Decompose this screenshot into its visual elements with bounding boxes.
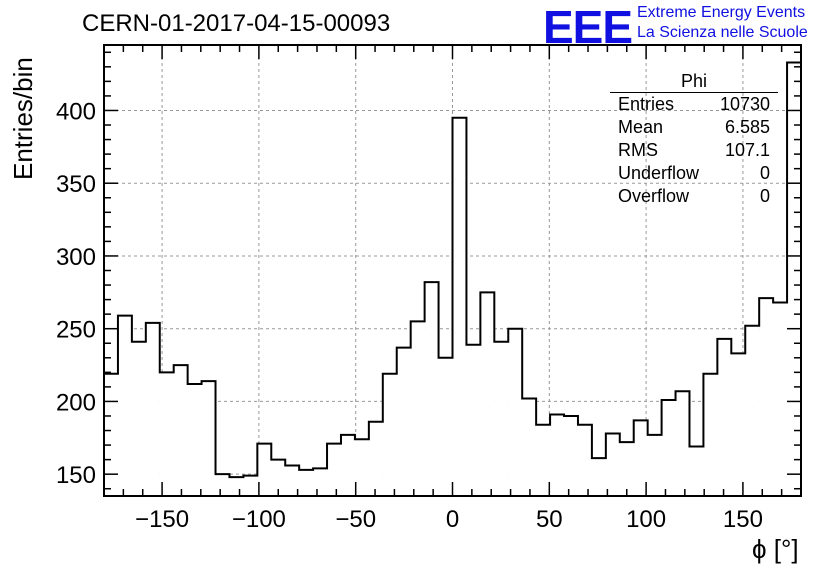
y-axis-label: Entries/bin xyxy=(8,57,38,180)
histogram-bin xyxy=(410,321,425,496)
stats-label: RMS xyxy=(618,140,658,160)
y-tick-label: 150 xyxy=(56,462,96,489)
stats-label: Overflow xyxy=(618,186,690,206)
histogram-bin xyxy=(382,373,397,496)
histogram-bin xyxy=(354,439,369,496)
histogram-bin xyxy=(452,117,467,496)
histogram-bin xyxy=(647,434,662,496)
histogram-bin xyxy=(605,433,620,496)
histogram-bin xyxy=(619,442,634,496)
histogram-bin xyxy=(633,420,648,496)
stats-label: Entries xyxy=(618,94,675,114)
stats-value: 0 xyxy=(759,163,770,183)
histogram-bin xyxy=(243,475,258,496)
histogram-bin xyxy=(215,474,230,496)
histogram-bin xyxy=(689,446,704,496)
x-tick-label: 50 xyxy=(536,506,563,533)
histogram-bin xyxy=(313,468,328,496)
histogram-bin xyxy=(745,325,760,496)
stats-row-entries: Entries 10730 xyxy=(610,93,778,116)
histogram-bin xyxy=(257,443,272,496)
histogram-bin xyxy=(327,443,341,496)
stats-value: 6.585 xyxy=(724,117,770,137)
stats-row-rms: RMS 107.1 xyxy=(610,139,778,162)
x-tick-label: −100 xyxy=(232,506,286,533)
stats-row-mean: Mean 6.585 xyxy=(610,116,778,139)
x-tick-label: 100 xyxy=(626,506,666,533)
histogram-bin xyxy=(117,315,132,496)
stats-value: 10730 xyxy=(719,94,770,114)
x-tick-label: −150 xyxy=(135,506,189,533)
histogram-bin xyxy=(299,469,314,496)
histogram-bin xyxy=(466,344,481,496)
stats-label: Mean xyxy=(618,117,664,137)
eee-logo: EEE xyxy=(543,1,633,53)
stats-title: Phi xyxy=(610,70,778,93)
histogram-bin xyxy=(564,415,578,496)
x-axis-label: ϕ [°] xyxy=(752,534,799,564)
logo-text-line2: La Scienza nelle Scuole xyxy=(637,24,808,41)
histogram-bin xyxy=(773,302,788,496)
histogram-bin xyxy=(480,292,495,496)
histogram-bin xyxy=(340,434,355,496)
histogram-bin xyxy=(703,373,718,496)
histogram-bin xyxy=(396,347,411,496)
stats-label: Underflow xyxy=(618,163,700,183)
histogram-bin xyxy=(159,372,174,496)
histogram-bin xyxy=(675,391,690,496)
stats-value: 107.1 xyxy=(724,140,770,160)
histogram-bin xyxy=(145,322,160,496)
histogram-bin xyxy=(104,373,118,496)
stats-value: 0 xyxy=(759,186,770,206)
histogram xyxy=(103,61,802,496)
chart-title: CERN-01-2017-04-15-00093 xyxy=(82,10,391,37)
stats-row-overflow: Overflow 0 xyxy=(610,185,778,208)
histogram-bin xyxy=(536,424,551,496)
histogram-bin xyxy=(229,477,244,496)
stats-box: Phi Entries 10730 Mean 6.585 RMS 107.1 U… xyxy=(610,70,778,208)
histogram-bin xyxy=(522,398,537,496)
y-tick-label: 400 xyxy=(56,98,96,125)
histogram-bin xyxy=(550,414,565,496)
logo-text-line1: Extreme Energy Events xyxy=(637,4,806,21)
histogram-bin xyxy=(717,338,732,496)
histogram-bin xyxy=(591,458,606,496)
histogram-bin xyxy=(577,424,592,496)
histogram-bin xyxy=(661,399,676,496)
histogram-bin xyxy=(424,282,439,496)
y-tick-label: 250 xyxy=(56,317,96,344)
tick-labels: −150 −100 −50 0 50 100 150 150 200 250 300 350 400 xyxy=(56,98,763,533)
x-tick-label: 0 xyxy=(446,506,459,533)
y-tick-label: 200 xyxy=(56,389,96,416)
histogram-bin xyxy=(271,459,286,496)
axis-ticks xyxy=(103,45,802,496)
histogram-bin xyxy=(731,353,746,496)
histogram-bin xyxy=(438,357,453,496)
histogram-bin xyxy=(494,341,509,496)
histogram-bin xyxy=(173,365,188,496)
x-tick-label: 150 xyxy=(723,506,763,533)
x-tick-label: −50 xyxy=(335,506,376,533)
y-tick-label: 300 xyxy=(56,244,96,271)
histogram-bin xyxy=(187,383,202,496)
histogram-bin xyxy=(508,328,523,496)
histogram-bin xyxy=(759,298,774,496)
y-tick-label: 350 xyxy=(56,171,96,198)
histogram-bin xyxy=(368,421,383,496)
histogram-bin xyxy=(285,465,300,496)
histogram-bin xyxy=(131,341,146,496)
histogram-bin xyxy=(201,381,216,496)
histogram-outline xyxy=(103,61,802,496)
stats-row-underflow: Underflow 0 xyxy=(610,162,778,185)
